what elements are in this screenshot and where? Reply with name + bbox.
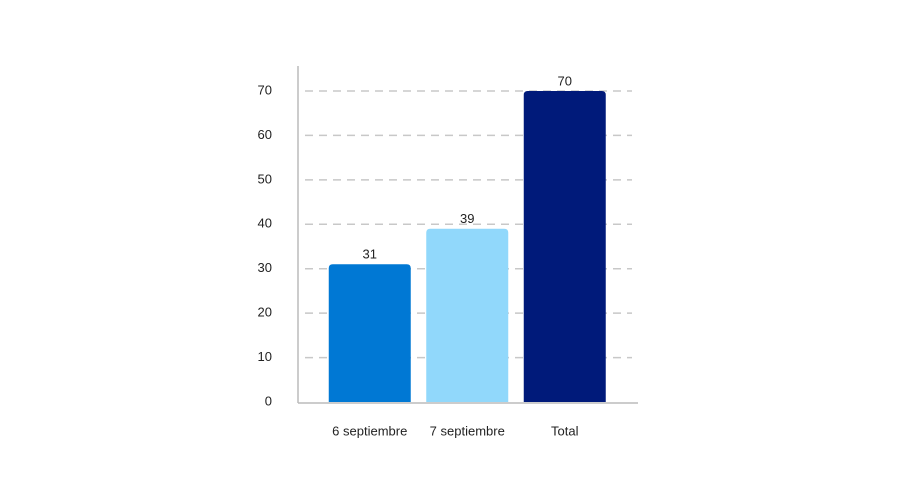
bar: [426, 228, 509, 402]
bar: [523, 91, 606, 402]
x-tick-label: 7 septiembre: [430, 423, 505, 438]
y-tick-label: 10: [258, 349, 272, 364]
y-tick-label: 40: [258, 216, 272, 231]
x-tick-label: Total: [551, 423, 579, 438]
y-tick-label: 20: [258, 305, 272, 320]
value-label: 39: [460, 211, 474, 226]
y-tick-label: 0: [265, 393, 272, 408]
x-tick-label: 6 septiembre: [332, 423, 407, 438]
value-label: 70: [558, 73, 572, 88]
y-tick-label: 30: [258, 260, 272, 275]
y-tick-label: 70: [258, 82, 272, 97]
value-label: 31: [363, 247, 377, 262]
bar: [328, 264, 411, 402]
y-tick-label: 50: [258, 171, 272, 186]
y-tick-label: 60: [258, 127, 272, 142]
